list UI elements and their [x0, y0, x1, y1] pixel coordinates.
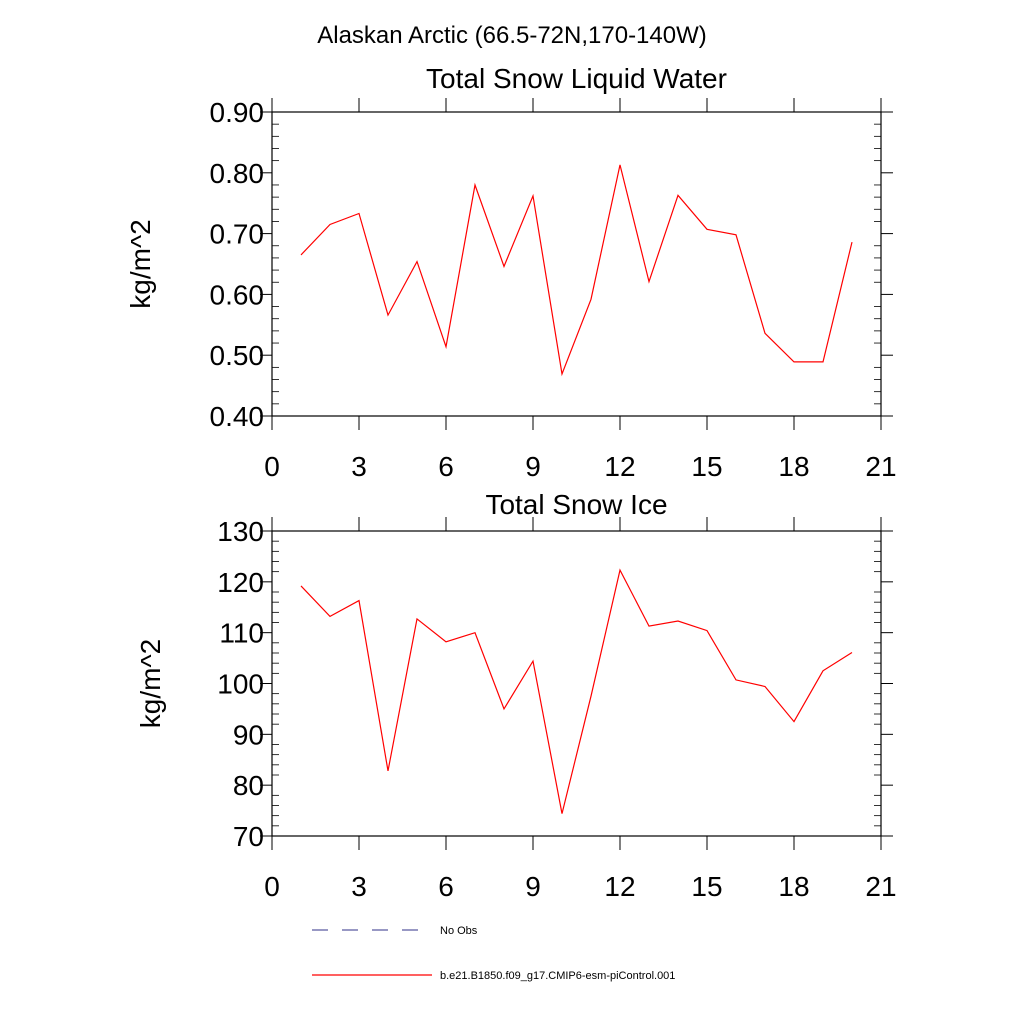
legend-no-obs-label: No Obs — [440, 925, 478, 937]
chart-1-xtick-label: 21 — [865, 871, 896, 902]
chart-0-ytick-label: 0.40 — [210, 401, 265, 432]
chart-0-ytick-label: 0.70 — [210, 219, 265, 250]
chart-1-ytick-label: 100 — [217, 669, 264, 700]
chart-1-frame — [271, 530, 882, 837]
chart-0-xtick-label: 3 — [351, 451, 367, 482]
chart-0-ytick-label: 0.50 — [210, 340, 265, 371]
chart-0-frame — [271, 111, 882, 417]
chart-0-xtick-label: 0 — [264, 451, 280, 482]
legend: No Obs b.e21.B1850.f09_g17.CMIP6-esm-piC… — [312, 925, 675, 982]
chart-0-xtick-label: 9 — [525, 451, 541, 482]
chart-0-xtick-label: 15 — [691, 451, 722, 482]
chart-1-title: Total Snow Ice — [485, 489, 667, 520]
chart-1-ytick-label: 80 — [233, 770, 264, 801]
chart-0-ytick-label: 0.60 — [210, 279, 265, 310]
panel-snow-ice: Total Snow Ice kg/m^2 70 80 90 100 110 120 130 0 3… — [135, 489, 897, 902]
chart-1-ytick-label: 90 — [233, 719, 264, 750]
chart-1-xtick-label: 3 — [351, 871, 367, 902]
chart-0-xtick-label: 12 — [604, 451, 635, 482]
chart-1-ylabel: kg/m^2 — [135, 639, 166, 728]
chart-0-series-line-0 — [300, 164, 853, 377]
chart-1-xtick-label: 12 — [604, 871, 635, 902]
chart-1-ytick-label: 110 — [219, 618, 264, 649]
chart-1-series-line-0 — [300, 568, 853, 814]
chart-0-ytick-label: 0.90 — [210, 97, 265, 128]
chart-1-xtick-label: 9 — [525, 871, 541, 902]
chart-1-ytick-label: 120 — [217, 567, 264, 598]
chart-0-ytick-label: 0.80 — [210, 158, 265, 189]
figure-supertitle: Alaskan Arctic (66.5-72N,170-140W) — [317, 22, 707, 49]
chart-1-ytick-label: 70 — [233, 821, 264, 852]
chart-0-xtick-label: 6 — [438, 451, 454, 482]
chart-0-title: Total Snow Liquid Water — [426, 63, 727, 94]
chart-1-ytick-label: 130 — [217, 516, 264, 547]
chart-1-xtick-label: 15 — [691, 871, 722, 902]
chart-1-xtick-label: 0 — [264, 871, 280, 902]
chart-0-xtick-label: 21 — [865, 451, 896, 482]
legend-series-label: b.e21.B1850.f09_g17.CMIP6-esm-piControl.… — [440, 970, 675, 982]
panel-snow-liquid-water: Total Snow Liquid Water kg/m^2 0.40 0.50 0.6… — [125, 63, 897, 482]
chart-1-xtick-label: 6 — [438, 871, 454, 902]
chart-1-xtick-label: 18 — [778, 871, 809, 902]
chart-0-xtick-label: 18 — [778, 451, 809, 482]
chart-0-ylabel: kg/m^2 — [125, 219, 156, 308]
